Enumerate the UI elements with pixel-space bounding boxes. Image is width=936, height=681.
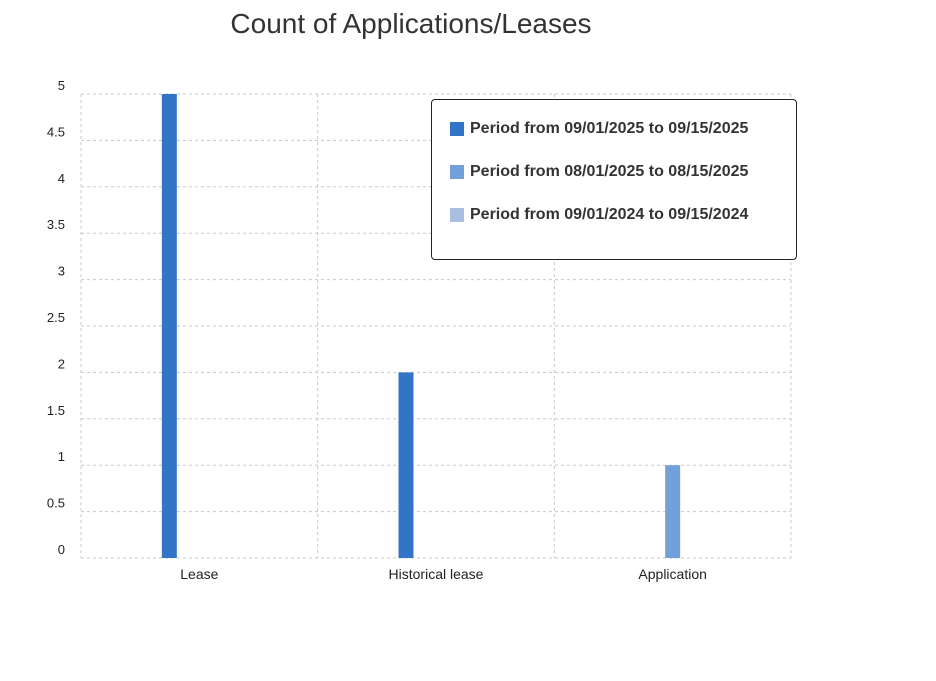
y-tick-label: 1.5 — [47, 403, 65, 418]
y-tick-label: 1 — [58, 449, 65, 464]
chart-title: Count of Applications/Leases — [230, 8, 592, 39]
y-tick-label: 5 — [58, 78, 65, 93]
y-tick-label: 4 — [58, 171, 65, 186]
legend-label: Period from 09/01/2025 to 09/15/2025 — [470, 120, 749, 137]
y-tick-label: 2.5 — [47, 310, 65, 325]
legend-swatch — [450, 122, 464, 136]
legend: Period from 09/01/2025 to 09/15/2025 Per… — [431, 99, 797, 260]
legend-item[interactable]: Period from 09/01/2024 to 09/15/2024 — [450, 206, 748, 224]
y-tick-label: 0.5 — [47, 496, 65, 511]
x-tick-label: Lease — [180, 566, 218, 582]
bars — [161, 94, 681, 558]
x-axis-ticks: Lease Historical lease Application — [180, 566, 707, 582]
legend-swatch — [450, 165, 464, 179]
legend-item[interactable]: Period from 09/01/2025 to 09/15/2025 — [450, 120, 748, 138]
bar[interactable] — [398, 372, 414, 558]
y-tick-label: 0 — [58, 542, 65, 557]
y-tick-label: 3 — [58, 264, 65, 279]
legend-item[interactable]: Period from 08/01/2025 to 08/15/2025 — [450, 163, 748, 181]
y-tick-label: 4.5 — [47, 124, 65, 139]
bar[interactable] — [161, 94, 177, 558]
y-tick-label: 3.5 — [47, 217, 65, 232]
x-tick-label: Historical lease — [389, 566, 484, 582]
y-tick-label: 2 — [58, 356, 65, 371]
bar[interactable] — [665, 465, 681, 558]
y-axis-ticks: 0 0.5 1 1.5 2 2.5 3 3.5 4 4.5 5 — [47, 78, 65, 557]
legend-label: Period from 08/01/2025 to 08/15/2025 — [470, 163, 749, 180]
legend-swatch — [450, 208, 464, 222]
legend-label: Period from 09/01/2024 to 09/15/2024 — [470, 206, 749, 223]
x-tick-label: Application — [638, 566, 707, 582]
